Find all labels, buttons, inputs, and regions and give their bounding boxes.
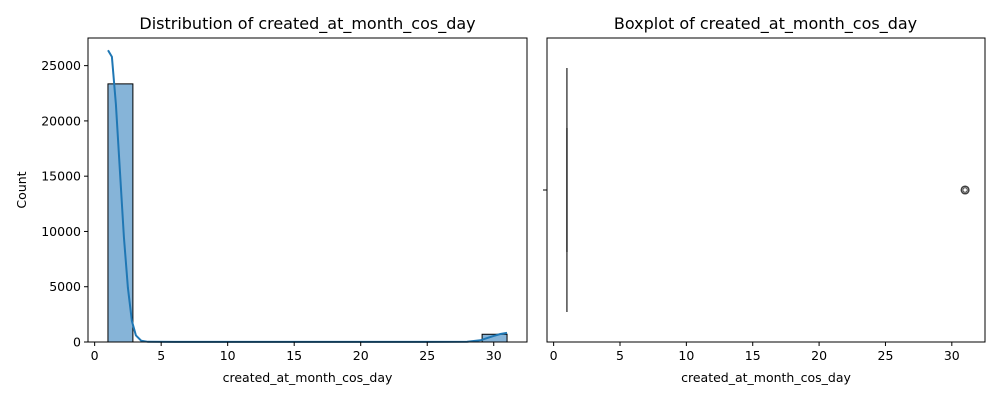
x-tick-label: 25 [878,348,894,363]
x-tick-label: 5 [157,348,165,363]
y-tick-label: 25000 [41,58,81,73]
x-tick-label: 15 [286,348,302,363]
histogram-panel: Distribution of created_at_month_cos_day… [14,14,528,385]
y-tick-label: 0 [73,335,81,350]
y-tick-label: 15000 [41,169,81,184]
y-tick-label: 20000 [41,113,81,128]
x-tick-label: 30 [944,348,960,363]
x-tick-label: 20 [353,348,369,363]
x-tick-label: 5 [616,348,624,363]
boxplot-outlier-inner [962,187,968,193]
boxplot-title: Boxplot of created_at_month_cos_day [614,14,917,34]
x-tick-label: 15 [745,348,761,363]
boxplot-x-ticks: 0 5 10 15 20 25 30 [550,342,960,363]
boxplot-panel: Boxplot of created_at_month_cos_day 0 5 10… [543,14,986,385]
histogram-y-ticks: 0 5000 10000 15000 20000 25000 [41,58,88,350]
x-tick-label: 10 [678,348,694,363]
x-tick-label: 0 [550,348,558,363]
x-tick-label: 0 [91,348,99,363]
y-tick-label: 5000 [49,279,81,294]
histogram-x-axis-label: created_at_month_cos_day [223,370,393,385]
histogram-x-ticks: 0 5 10 15 20 25 30 [91,342,502,363]
y-tick-label: 10000 [41,224,81,239]
x-tick-label: 30 [486,348,502,363]
x-tick-label: 20 [811,348,827,363]
boxplot-outlier [960,185,970,195]
histogram-y-axis-label: Count [14,171,29,208]
x-tick-label: 10 [220,348,236,363]
histogram-axes-frame [87,37,528,343]
x-tick-label: 25 [419,348,435,363]
histogram-title: Distribution of created_at_month_cos_day [139,14,475,34]
boxplot-x-axis-label: created_at_month_cos_day [681,370,851,385]
boxplot-marks [566,68,970,312]
